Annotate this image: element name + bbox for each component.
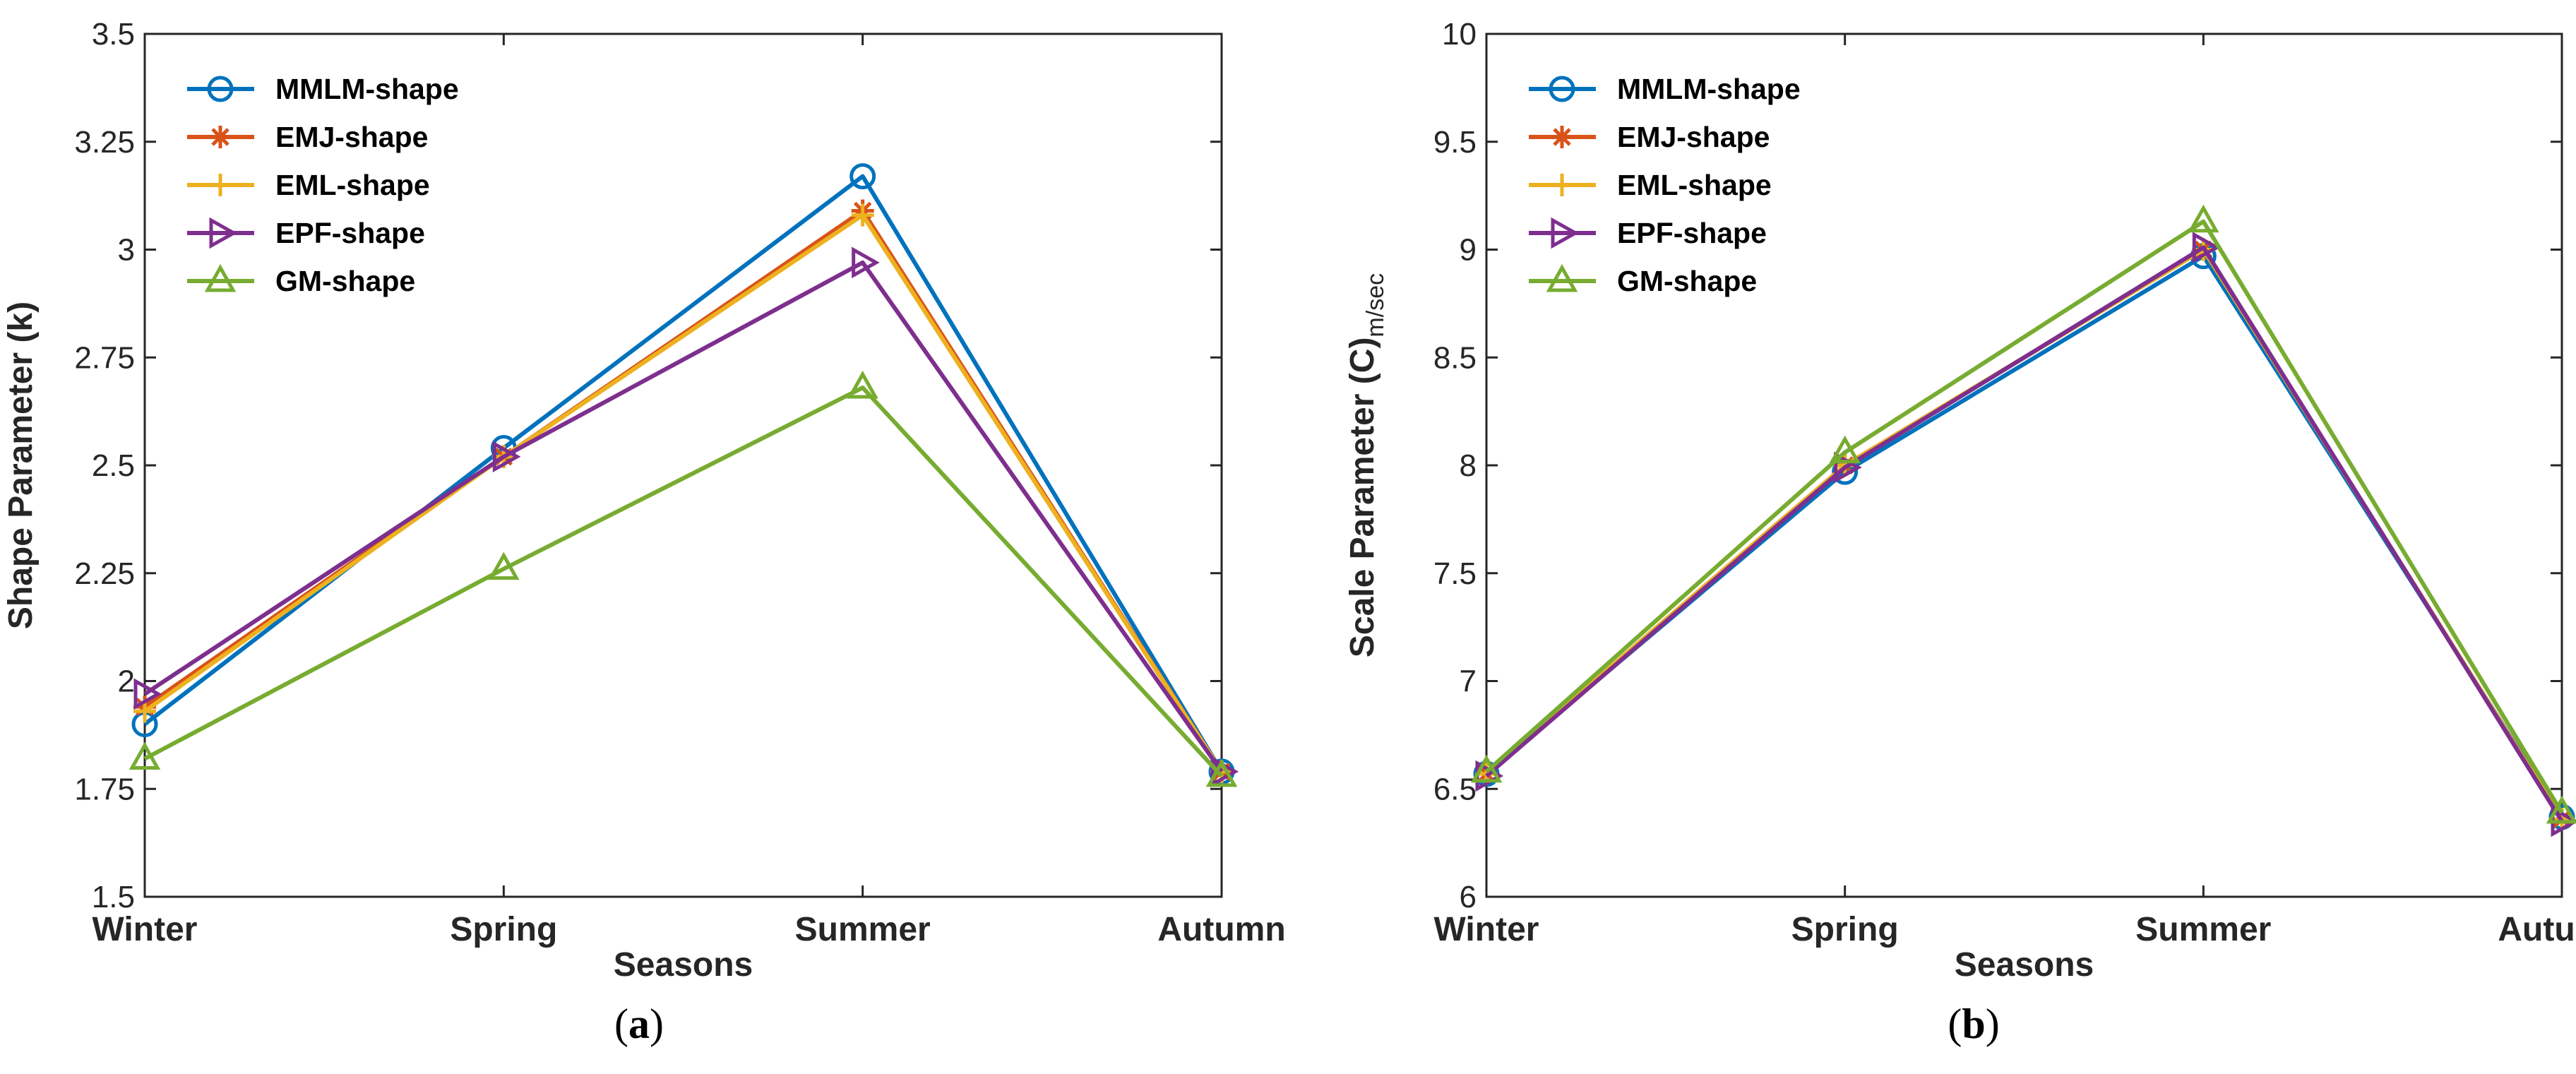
legend-marker	[1551, 126, 1573, 148]
y-tick-label: 3.5	[92, 17, 135, 52]
data-point	[488, 551, 520, 580]
x-tick-label: Winter	[1434, 911, 1539, 948]
legend-marker	[207, 76, 234, 102]
data-point	[133, 700, 156, 723]
legend-label: EMJ-shape	[275, 121, 428, 153]
y-tick-label: 7	[1460, 664, 1477, 699]
legend-label: MMLM-shape	[1617, 73, 1801, 105]
legend-marker	[204, 263, 237, 292]
series-line	[1485, 219, 2564, 814]
y-tick-label: 6	[1460, 880, 1477, 914]
y-tick-label: 2	[118, 664, 135, 699]
legend-label: EML-shape	[1617, 169, 1772, 201]
y-tick-label: 2.5	[92, 448, 135, 483]
plot-area	[1485, 32, 2563, 898]
data-point	[1470, 754, 1503, 783]
y-tick-label: 10	[1442, 17, 1477, 52]
plot-area	[143, 32, 1223, 898]
data-point	[2192, 232, 2221, 263]
series-line	[143, 386, 1224, 777]
legend-label: GM-shape	[275, 265, 415, 297]
series-GM-shape	[1470, 204, 2576, 824]
legend: MMLM-shape EMJ-shape EML-shape EPF-shape GM-…	[187, 73, 459, 297]
x-tick-label: Spring	[450, 911, 557, 948]
data-point	[1205, 758, 1238, 787]
data-point	[2546, 795, 2576, 824]
legend-marker	[1551, 174, 1573, 196]
y-tick-label: 1.5	[92, 880, 135, 914]
data-point	[129, 741, 161, 770]
y-axis-label-subscript: m/sec	[1362, 273, 1389, 338]
series-line	[1485, 245, 2564, 823]
legend-label: GM-shape	[1617, 265, 1757, 297]
y-tick-label: 7.5	[1433, 556, 1477, 591]
y-tick-label: 8	[1460, 448, 1477, 483]
panel-caption: (b)	[1948, 1001, 1999, 1047]
y-tick-label: 3.25	[74, 125, 135, 160]
chart-panel-b: 6 6.5 7 7.5 8 8.5 9 9.5 10 Winter Spring Summer Autu…	[1344, 17, 2576, 1047]
series-line	[143, 260, 1224, 773]
y-tick-label: 8.5	[1433, 340, 1477, 375]
legend-label: EPF-shape	[275, 217, 425, 249]
y-tick-label: 9	[1460, 233, 1477, 268]
x-tick-label: Autumn	[2498, 911, 2576, 948]
data-point	[852, 246, 880, 279]
x-axis-label: Seasons	[1955, 946, 2094, 984]
data-point	[492, 441, 521, 473]
y-axis-label: Scale Parameter (C)m/sec	[1344, 273, 1389, 657]
x-tick-label: Winter	[93, 911, 198, 948]
y-axis-label: Shape Parameter (k)	[2, 302, 40, 629]
data-point	[1829, 435, 1861, 464]
x-tick-label: Autumn	[1157, 911, 1285, 948]
legend-label: EMJ-shape	[1617, 121, 1770, 153]
y-tick-label: 2.75	[74, 340, 135, 375]
legend-marker	[1549, 76, 1575, 102]
legend-marker	[209, 217, 238, 249]
panel-caption: (a)	[614, 1001, 664, 1047]
legend-label: EPF-shape	[1617, 217, 1767, 249]
y-tick-label: 3	[118, 233, 135, 268]
x-axis-label: Seasons	[614, 946, 753, 984]
data-point	[847, 370, 878, 399]
data-point	[851, 203, 874, 227]
y-tick-label: 6.5	[1433, 772, 1477, 806]
legend-marker	[209, 126, 232, 148]
legend: MMLM-shape EMJ-shape EML-shape EPF-shape GM-…	[1529, 73, 1801, 297]
legend-label: MMLM-shape	[275, 73, 459, 105]
x-tick-label: Spring	[1791, 911, 1899, 948]
x-tick-label: Summer	[795, 911, 931, 948]
series-GM-shape	[129, 370, 1238, 787]
data-point	[849, 163, 876, 190]
series-line	[143, 213, 1224, 773]
legend-marker	[1546, 263, 1578, 292]
y-tick-label: 9.5	[1433, 125, 1477, 160]
y-tick-label: 2.25	[74, 556, 135, 591]
data-point	[133, 678, 162, 710]
legend-label: EML-shape	[275, 169, 430, 201]
chart-panel-a: 1.5 1.75 2 2.25 2.5 2.75 3 3.25 3.5 Winter Spring S…	[2, 17, 1286, 1047]
x-tick-label: Summer	[2135, 911, 2271, 948]
y-tick-label: 1.75	[74, 772, 135, 806]
legend-marker	[209, 174, 232, 196]
data-point	[2188, 204, 2219, 233]
legend-marker	[1551, 217, 1580, 249]
